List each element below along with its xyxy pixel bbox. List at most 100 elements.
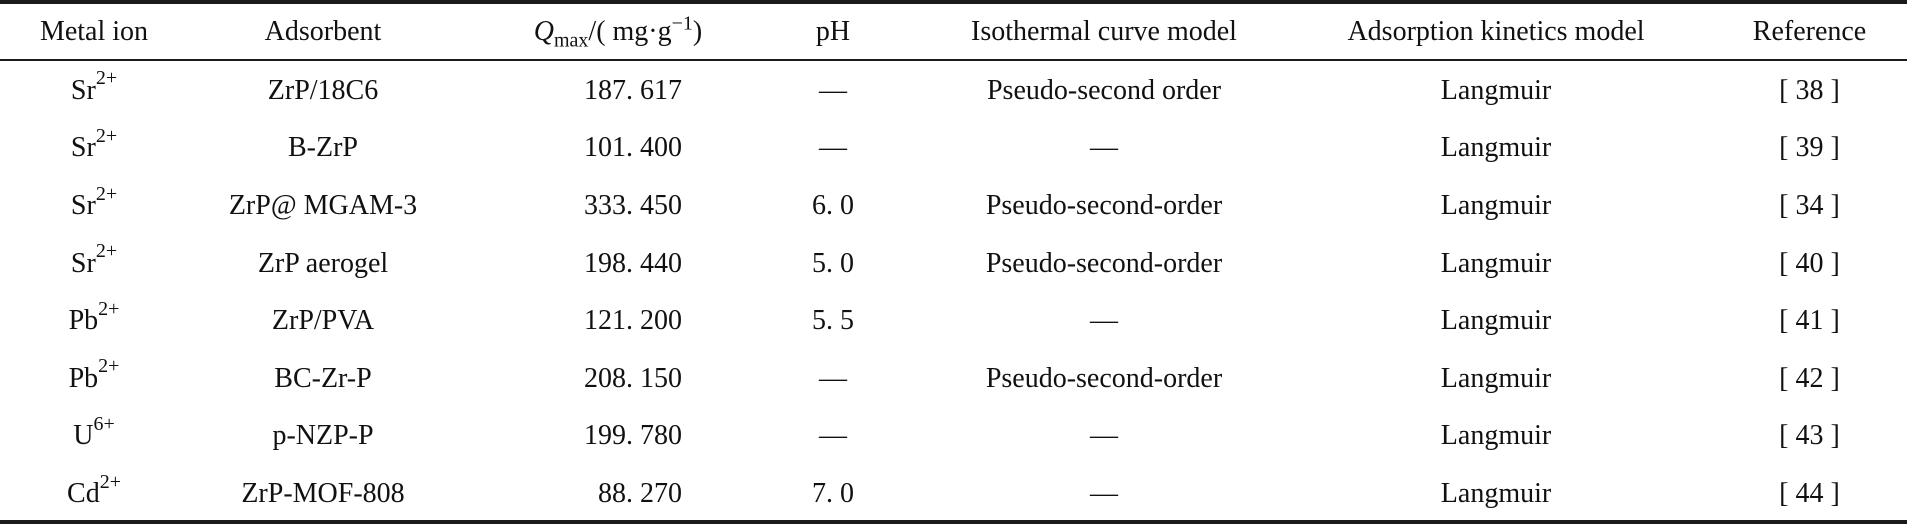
cell-qmax: 208. 150: [584, 362, 682, 394]
table-row: Pb2+ BC-Zr-P 208. 150 — Pseudo-second-or…: [0, 350, 1907, 408]
cell-adsorbent: ZrP-MOF-808: [241, 477, 405, 509]
table-row: Cd2+ ZrP-MOF-808 88. 270 7. 0 — Langmuir…: [0, 465, 1907, 523]
cell-reference: [ 40 ]: [1779, 247, 1840, 279]
cell-ph: 5. 0: [812, 247, 854, 279]
header-kinetics: Adsorption kinetics model: [1347, 16, 1645, 47]
cell-qmax: 121. 200: [584, 305, 682, 337]
ion-charge: 2+: [95, 67, 118, 90]
cell-metal-ion: Cd2+: [0, 465, 188, 523]
ion-charge: 2+: [98, 355, 120, 378]
cell-reference: [ 44 ]: [1779, 477, 1840, 509]
ion-charge: 6+: [93, 413, 115, 436]
table-row: U6+ p-NZP-P 199. 780 — — Langmuir [ 43 ]: [0, 408, 1907, 466]
bottom-rule: [0, 520, 1907, 524]
cell-adsorbent: ZrP@ MGAM-3: [228, 189, 418, 221]
ion-symbol: Sr: [70, 132, 96, 164]
ion-symbol: Sr: [70, 74, 96, 106]
cell-kinetics: Langmuir: [1440, 305, 1552, 337]
cell-ph: —: [819, 362, 847, 394]
table-row: Sr2+ B-ZrP 101. 400 — — Langmuir [ 39 ]: [0, 120, 1907, 178]
ion-symbol: Pb: [68, 362, 99, 394]
cell-isothermal: —: [1090, 132, 1118, 164]
cell-metal-ion: Pb2+: [0, 350, 188, 408]
header-row: Metal ion Adsorbent Qmax/( mg·g−1) pH Is…: [0, 4, 1907, 60]
cell-metal-ion: Sr2+: [0, 235, 188, 293]
cell-isothermal: Pseudo-second-order: [985, 189, 1223, 221]
cell-reference: [ 34 ]: [1779, 189, 1840, 221]
qmax-subscript: max: [553, 29, 589, 52]
cell-ph: 5. 5: [812, 305, 854, 337]
cell-adsorbent: B-ZrP: [288, 132, 358, 164]
cell-adsorbent: ZrP aerogel: [257, 247, 389, 279]
cell-qmax: 333. 450: [584, 189, 682, 221]
cell-metal-ion: Sr2+: [0, 177, 188, 235]
cell-metal-ion: U6+: [0, 408, 188, 466]
cell-reference: [ 42 ]: [1779, 362, 1840, 394]
table-header: Metal ion Adsorbent Qmax/( mg·g−1) pH Is…: [0, 4, 1907, 60]
qmax-symbol: Q: [533, 16, 554, 47]
header-isothermal: Isothermal curve model: [971, 16, 1237, 47]
header-reference: Reference: [1752, 16, 1867, 47]
cell-reference: [ 38 ]: [1779, 74, 1840, 106]
table-row: Sr2+ ZrP/18C6 187. 617 — Pseudo-second o…: [0, 60, 1907, 120]
header-adsorbent: Adsorbent: [264, 16, 382, 47]
cell-reference: [ 39 ]: [1779, 132, 1840, 164]
cell-kinetics: Langmuir: [1440, 74, 1552, 106]
cell-isothermal: Pseudo-second-order: [985, 362, 1223, 394]
ion-symbol: Cd: [67, 477, 100, 509]
cell-isothermal: —: [1090, 420, 1118, 452]
header-ph: pH: [815, 16, 851, 47]
header-metal-ion: Metal ion: [39, 16, 149, 47]
cell-ph: —: [819, 74, 847, 106]
cell-kinetics: Langmuir: [1440, 132, 1552, 164]
cell-ph: —: [819, 420, 847, 452]
cell-kinetics: Langmuir: [1440, 362, 1552, 394]
cell-kinetics: Langmuir: [1440, 420, 1552, 452]
cell-isothermal: —: [1090, 477, 1118, 509]
table-row: Pb2+ ZrP/PVA 121. 200 5. 5 — Langmuir [ …: [0, 292, 1907, 350]
top-rule: [0, 0, 1907, 4]
qmax-unit-exponent: −1: [671, 12, 693, 35]
cell-adsorbent: ZrP/PVA: [271, 305, 375, 337]
ion-charge: 2+: [95, 125, 118, 148]
cell-kinetics: Langmuir: [1440, 189, 1552, 221]
qmax-unit-close: ): [692, 16, 703, 47]
qmax-unit-open: /( mg·g: [588, 16, 672, 47]
cell-ph: 6. 0: [812, 189, 854, 221]
cell-adsorbent: BC-Zr-P: [274, 362, 372, 394]
header-rule: [0, 59, 1907, 61]
table-row: Sr2+ ZrP@ MGAM-3 333. 450 6. 0 Pseudo-se…: [0, 177, 1907, 235]
ion-charge: 2+: [99, 470, 121, 493]
ion-charge: 2+: [98, 297, 120, 320]
cell-qmax: 199. 780: [584, 420, 682, 452]
cell-metal-ion: Pb2+: [0, 292, 188, 350]
cell-qmax: 88. 270: [598, 477, 682, 509]
cell-metal-ion: Sr2+: [0, 120, 188, 178]
cell-isothermal: —: [1090, 305, 1118, 337]
cell-kinetics: Langmuir: [1440, 477, 1552, 509]
cell-qmax: 101. 400: [584, 132, 682, 164]
adsorption-table: Metal ion Adsorbent Qmax/( mg·g−1) pH Is…: [0, 4, 1907, 523]
ion-charge: 2+: [95, 240, 118, 263]
ion-symbol: Pb: [68, 305, 99, 337]
cell-ph: —: [819, 132, 847, 164]
cell-qmax: 198. 440: [584, 247, 682, 279]
cell-kinetics: Langmuir: [1440, 247, 1552, 279]
ion-symbol: Sr: [70, 189, 96, 221]
table-row: Sr2+ ZrP aerogel 198. 440 5. 0 Pseudo-se…: [0, 235, 1907, 293]
cell-reference: [ 43 ]: [1779, 420, 1840, 452]
table-body: Sr2+ ZrP/18C6 187. 617 — Pseudo-second o…: [0, 60, 1907, 523]
cell-reference: [ 41 ]: [1779, 305, 1840, 337]
cell-ph: 7. 0: [812, 477, 854, 509]
ion-charge: 2+: [95, 182, 118, 205]
cell-qmax: 187. 617: [584, 74, 682, 106]
cell-isothermal: Pseudo-second-order: [985, 247, 1223, 279]
ion-symbol: Sr: [70, 247, 96, 279]
cell-isothermal: Pseudo-second order: [986, 74, 1222, 106]
cell-adsorbent: p-NZP-P: [272, 420, 374, 452]
cell-metal-ion: Sr2+: [0, 60, 188, 120]
cell-adsorbent: ZrP/18C6: [267, 74, 379, 106]
ion-symbol: U: [73, 420, 94, 452]
header-qmax: Qmax/( mg·g−1): [458, 4, 758, 60]
